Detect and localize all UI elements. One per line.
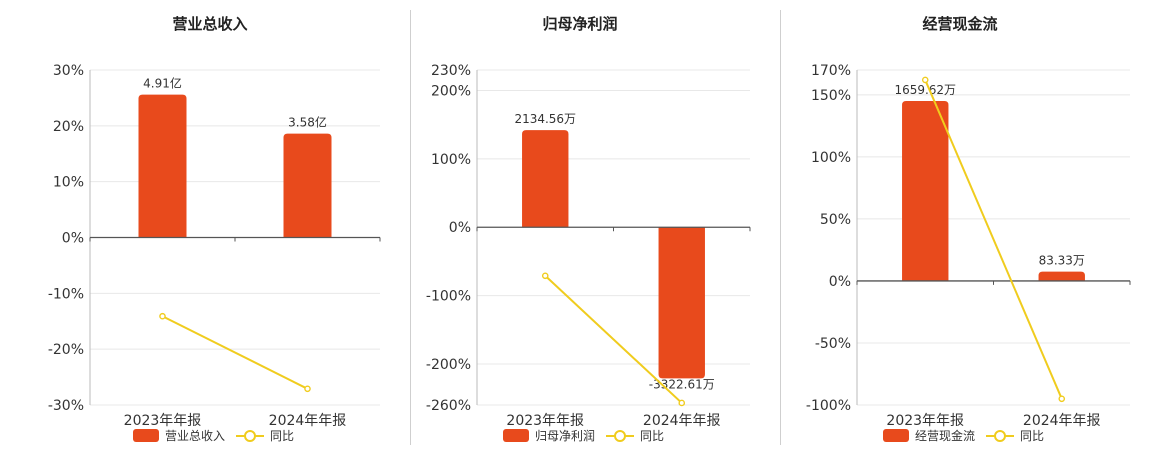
- x-tick-label: 2024年年报: [269, 413, 347, 429]
- yoy-point: [1058, 395, 1066, 403]
- y-tick-label: 0%: [62, 231, 84, 247]
- yoy-point: [159, 312, 166, 320]
- bar-data-label: 83.33万: [1039, 254, 1085, 268]
- y-tick-label: 230%: [431, 63, 471, 79]
- bar-data-label: 2134.56万: [514, 112, 576, 126]
- legend-swatch-marker: [994, 430, 1006, 442]
- x-tick-label: 2024年年报: [643, 413, 721, 429]
- y-tick-label: 200%: [431, 84, 471, 100]
- legend-label-line: 同比: [640, 429, 664, 443]
- chart-panel-1: 营业总收入 30% 20% 10% 0% -10% -20% -30% 4.91亿 3.58亿 20…: [48, 15, 381, 443]
- bar: [658, 227, 705, 379]
- yoy-point: [304, 385, 311, 393]
- y-tick-label: -200%: [426, 357, 471, 373]
- legend-swatch-bar: [503, 429, 529, 442]
- chart-title: 经营现金流: [922, 15, 997, 33]
- panel-divider: [780, 10, 781, 445]
- yoy-line: [162, 315, 308, 390]
- x-tick-label: 2024年年报: [1023, 413, 1101, 429]
- yoy-line: [924, 79, 1063, 400]
- y-tick-label: 170%: [811, 63, 851, 79]
- chart-panel-2: 归母净利润 230% 200% 100% 0% -100% -200% -260% 2134.5…: [426, 15, 751, 443]
- legend-swatch-marker: [244, 430, 256, 442]
- bar: [1038, 271, 1085, 281]
- chart-panel-3: 经营现金流 170% 150% 100% 50% 0% -50% -100% 1659.62万 8…: [806, 15, 1131, 443]
- y-tick-label: -100%: [426, 289, 471, 305]
- bar: [902, 101, 949, 281]
- y-tick-label: -30%: [48, 398, 84, 414]
- x-tick-label: 2023年年报: [124, 413, 202, 429]
- bar-data-label: 4.91亿: [143, 76, 182, 91]
- y-tick-label: -20%: [48, 342, 84, 358]
- chart-title: 营业总收入: [172, 15, 247, 33]
- y-tick-label: 0%: [829, 274, 851, 290]
- yoy-point: [678, 399, 686, 407]
- bar: [283, 133, 332, 238]
- bar: [138, 94, 187, 238]
- bar-data-label: 1659.62万: [894, 83, 956, 97]
- legend-swatch-bar: [883, 429, 909, 442]
- yoy-line: [544, 275, 683, 404]
- yoy-point: [921, 76, 929, 84]
- legend-label-bar: 经营现金流: [915, 428, 975, 443]
- legend-label-line: 同比: [270, 429, 294, 443]
- y-tick-label: 0%: [449, 220, 471, 236]
- y-tick-label: -50%: [815, 336, 851, 352]
- panel-divider: [410, 10, 411, 445]
- y-tick-label: 10%: [53, 175, 84, 191]
- x-tick-label: 2023年年报: [506, 413, 584, 429]
- y-tick-label: 20%: [53, 119, 84, 135]
- legend-label-line: 同比: [1020, 429, 1044, 443]
- y-tick-label: -260%: [426, 398, 471, 414]
- y-tick-label: 100%: [431, 152, 471, 168]
- legend-label-bar: 营业总收入: [165, 429, 225, 443]
- y-tick-label: -10%: [48, 286, 84, 302]
- x-tick-label: 2023年年报: [886, 413, 964, 429]
- y-tick-label: 150%: [811, 88, 851, 104]
- yoy-point: [541, 272, 549, 280]
- bar-data-label: -3322.61万: [649, 377, 715, 391]
- bar-data-label: 3.58亿: [288, 115, 327, 130]
- chart-title: 归母净利润: [542, 15, 617, 33]
- y-tick-label: 100%: [811, 150, 851, 166]
- y-tick-label: 30%: [53, 63, 84, 79]
- legend-swatch-marker: [614, 430, 626, 442]
- y-tick-label: 50%: [820, 212, 851, 228]
- legend-swatch-bar: [133, 429, 159, 442]
- bar: [522, 130, 569, 228]
- y-tick-label: -100%: [806, 398, 851, 414]
- legend-label-bar: 归母净利润: [535, 429, 595, 443]
